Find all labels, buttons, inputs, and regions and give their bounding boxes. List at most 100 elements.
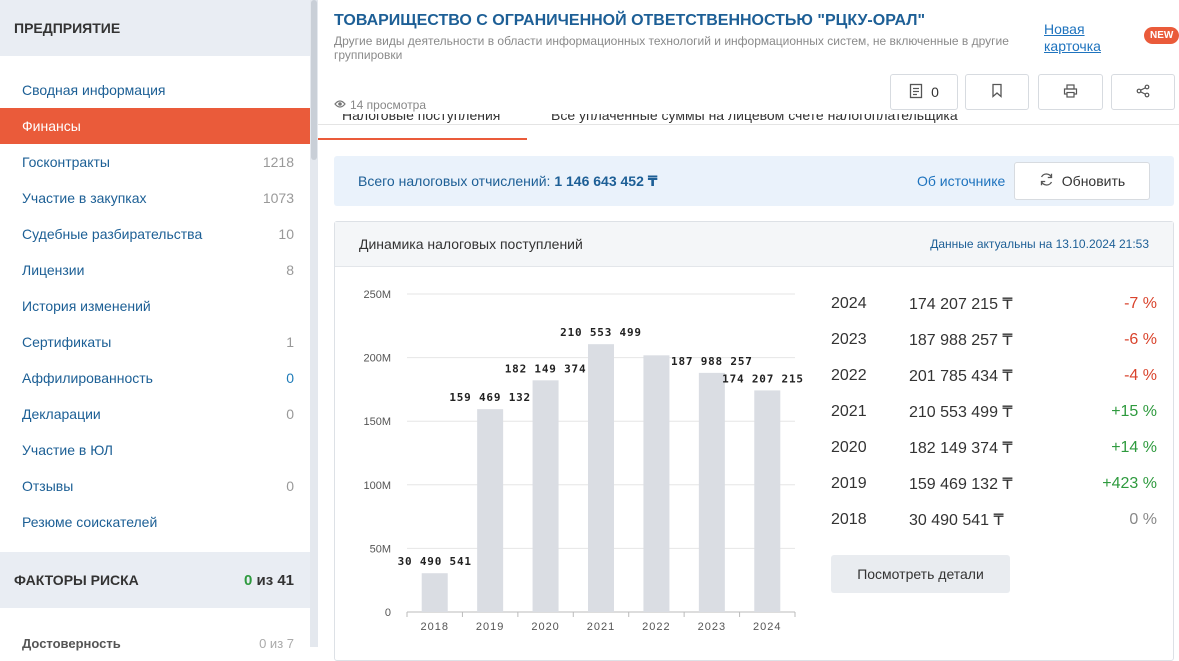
bookmark-button[interactable] [965,74,1029,110]
y-tick-label: 0 [385,607,391,619]
stat-change: -7 % [1124,295,1157,312]
sidebar-item-label: Резюме соискателей [22,514,158,530]
sidebar-item-count: 0 [286,370,294,386]
sidebar-item-count: 1073 [262,190,294,206]
sidebar-item-count: 10 [278,226,294,242]
x-tick-label: 2018 [420,621,448,633]
sidebar-item-participation[interactable]: Участие в ЮЛ [0,432,310,468]
tab-tax-receipts[interactable]: Налоговые поступления [342,114,500,126]
tax-stat-row: 2024 174 207 215 ₸ -7 % [831,286,1157,322]
x-tick-label: 2020 [531,621,559,633]
risk-factors-value: 0 из 41 [244,572,294,589]
eye-icon [334,98,346,112]
y-tick-label: 250M [363,289,391,301]
notes-button[interactable]: 0 [890,74,958,110]
tab-label: Налоговые поступления [342,114,501,123]
x-tick-label: 2023 [698,621,726,633]
tax-dynamics-card: Динамика налоговых поступлений Данные ак… [334,221,1174,661]
sidebar-item-label: История изменений [22,298,151,314]
stat-change: 0 % [1129,511,1157,528]
document-icon [909,83,923,102]
stat-amount: 159 469 132 ₸ [909,476,1013,493]
total-tax-text: Всего налоговых отчислений: 1 146 643 45… [358,173,658,190]
stat-change: +423 % [1102,475,1157,492]
sidebar: ПРЕДПРИЯТИЕ Сводная информация Финансы Г… [0,0,310,651]
risk-factors-label: ФАКТОРЫ РИСКА [14,572,139,588]
sidebar-nav: Сводная информация Финансы Госконтракты 1… [0,56,310,540]
sidebar-item-procurement[interactable]: Участие в закупках 1073 [0,180,310,216]
sidebar-item-count: 0 [286,406,294,422]
refresh-button[interactable]: Обновить [1014,162,1150,200]
sidebar-item-label: Участие в закупках [22,190,147,206]
x-tick-label: 2024 [753,621,781,633]
card-header: Динамика налоговых поступлений Данные ак… [335,222,1173,267]
sidebar-item-finance[interactable]: Финансы [0,108,310,144]
refresh-icon [1039,172,1054,190]
sidebar-item-label: Участие в ЮЛ [22,442,113,458]
sidebar-item-count: 8 [286,262,294,278]
views-text: 14 просмотра [350,98,427,112]
data-label-2019: 159 469 132 [449,391,531,404]
risk-factors-count: 0 [243,571,253,589]
stat-year: 2024 [831,295,867,312]
sidebar-item-label: Госконтракты [22,154,110,170]
sidebar-item-label: Финансы [22,118,81,134]
company-title: ТОВАРИЩЕСТВО С ОГРАНИЧЕННОЙ ОТВЕТСТВЕННО… [334,12,926,29]
tax-stat-row: 2023 187 988 257 ₸ -6 % [831,322,1157,358]
sidebar-header: ПРЕДПРИЯТИЕ [0,0,310,56]
stat-amount: 201 785 434 ₸ [909,368,1013,385]
stat-change: -4 % [1124,367,1157,384]
sidebar-item-litigation[interactable]: Судебные разбирательства 10 [0,216,310,252]
risk-item-reliability[interactable]: Достоверность 0 из 7 [22,636,294,651]
stat-change: +14 % [1111,439,1157,456]
bar-2018 [421,573,448,612]
view-details-button[interactable]: Посмотреть детали [831,555,1010,593]
sidebar-item-licenses[interactable]: Лицензии 8 [0,252,310,288]
data-date: Данные актуальны на 13.10.2024 21:53 [930,237,1149,251]
stat-amount: 182 149 374 ₸ [909,440,1013,457]
tax-stat-row: 2022 201 785 434 ₸ -4 % [831,358,1157,394]
tax-stats-table: 2024 174 207 215 ₸ -7 % 2023 187 988 257 ₸ -6… [831,286,1157,538]
total-tax-value: 1 146 643 452 ₸ [554,173,658,189]
y-tick-label: 200M [363,353,391,365]
card-title: Динамика налоговых поступлений [359,236,583,252]
share-icon [1136,84,1150,101]
data-label-2018: 30 490 541 [398,555,472,568]
sidebar-item-history[interactable]: История изменений [0,288,310,324]
tax-stat-row: 2019 159 469 132 ₸ +423 % [831,466,1157,502]
sidebar-item-label: Сводная информация [22,82,166,98]
tab-paid-amounts[interactable]: Все уплаченные суммы на лицевом счете на… [551,114,958,126]
sidebar-item-count: 1218 [262,154,294,170]
stat-change: +15 % [1111,403,1157,420]
tax-stat-row: 2020 182 149 374 ₸ +14 % [831,430,1157,466]
sidebar-item-declarations[interactable]: Декларации 0 [0,396,310,432]
total-tax-label: Всего налоговых отчислений: [358,173,551,189]
stat-amount: 30 490 541 ₸ [909,512,1004,529]
source-link[interactable]: Об источнике [917,173,1006,189]
tax-stat-row: 2018 30 490 541 ₸ 0 % [831,502,1157,538]
sidebar-item-summary[interactable]: Сводная информация [0,72,310,108]
sidebar-item-label: Сертификаты [22,334,112,350]
bar-2019 [477,409,504,612]
risk-factors-header[interactable]: ФАКТОРЫ РИСКА 0 из 41 [0,552,310,608]
sidebar-item-contracts[interactable]: Госконтракты 1218 [0,144,310,180]
sidebar-item-affiliation[interactable]: Аффилированность 0 [0,360,310,396]
tab-label: Все уплаченные суммы на лицевом счете на… [551,114,958,123]
views-counter: 14 просмотра [334,98,426,112]
new-card-link[interactable]: Новая карточка [1044,21,1101,54]
scrollbar-thumb[interactable] [311,0,317,160]
share-button[interactable] [1111,74,1175,110]
sidebar-item-reviews[interactable]: Отзывы 0 [0,468,310,504]
new-badge: NEW [1144,27,1179,44]
stat-year: 2018 [831,511,867,528]
sidebar-item-certificates[interactable]: Сертификаты 1 [0,324,310,360]
bar-2024 [754,390,781,612]
stat-year: 2020 [831,439,867,456]
notes-count: 0 [931,84,939,100]
print-button[interactable] [1038,74,1103,110]
sidebar-item-resumes[interactable]: Резюме соискателей [0,504,310,540]
sidebar-scrollbar[interactable] [310,0,318,647]
stat-amount: 174 207 215 ₸ [909,296,1013,313]
stat-amount: 187 988 257 ₸ [909,332,1013,349]
sidebar-item-label: Отзывы [22,478,74,494]
